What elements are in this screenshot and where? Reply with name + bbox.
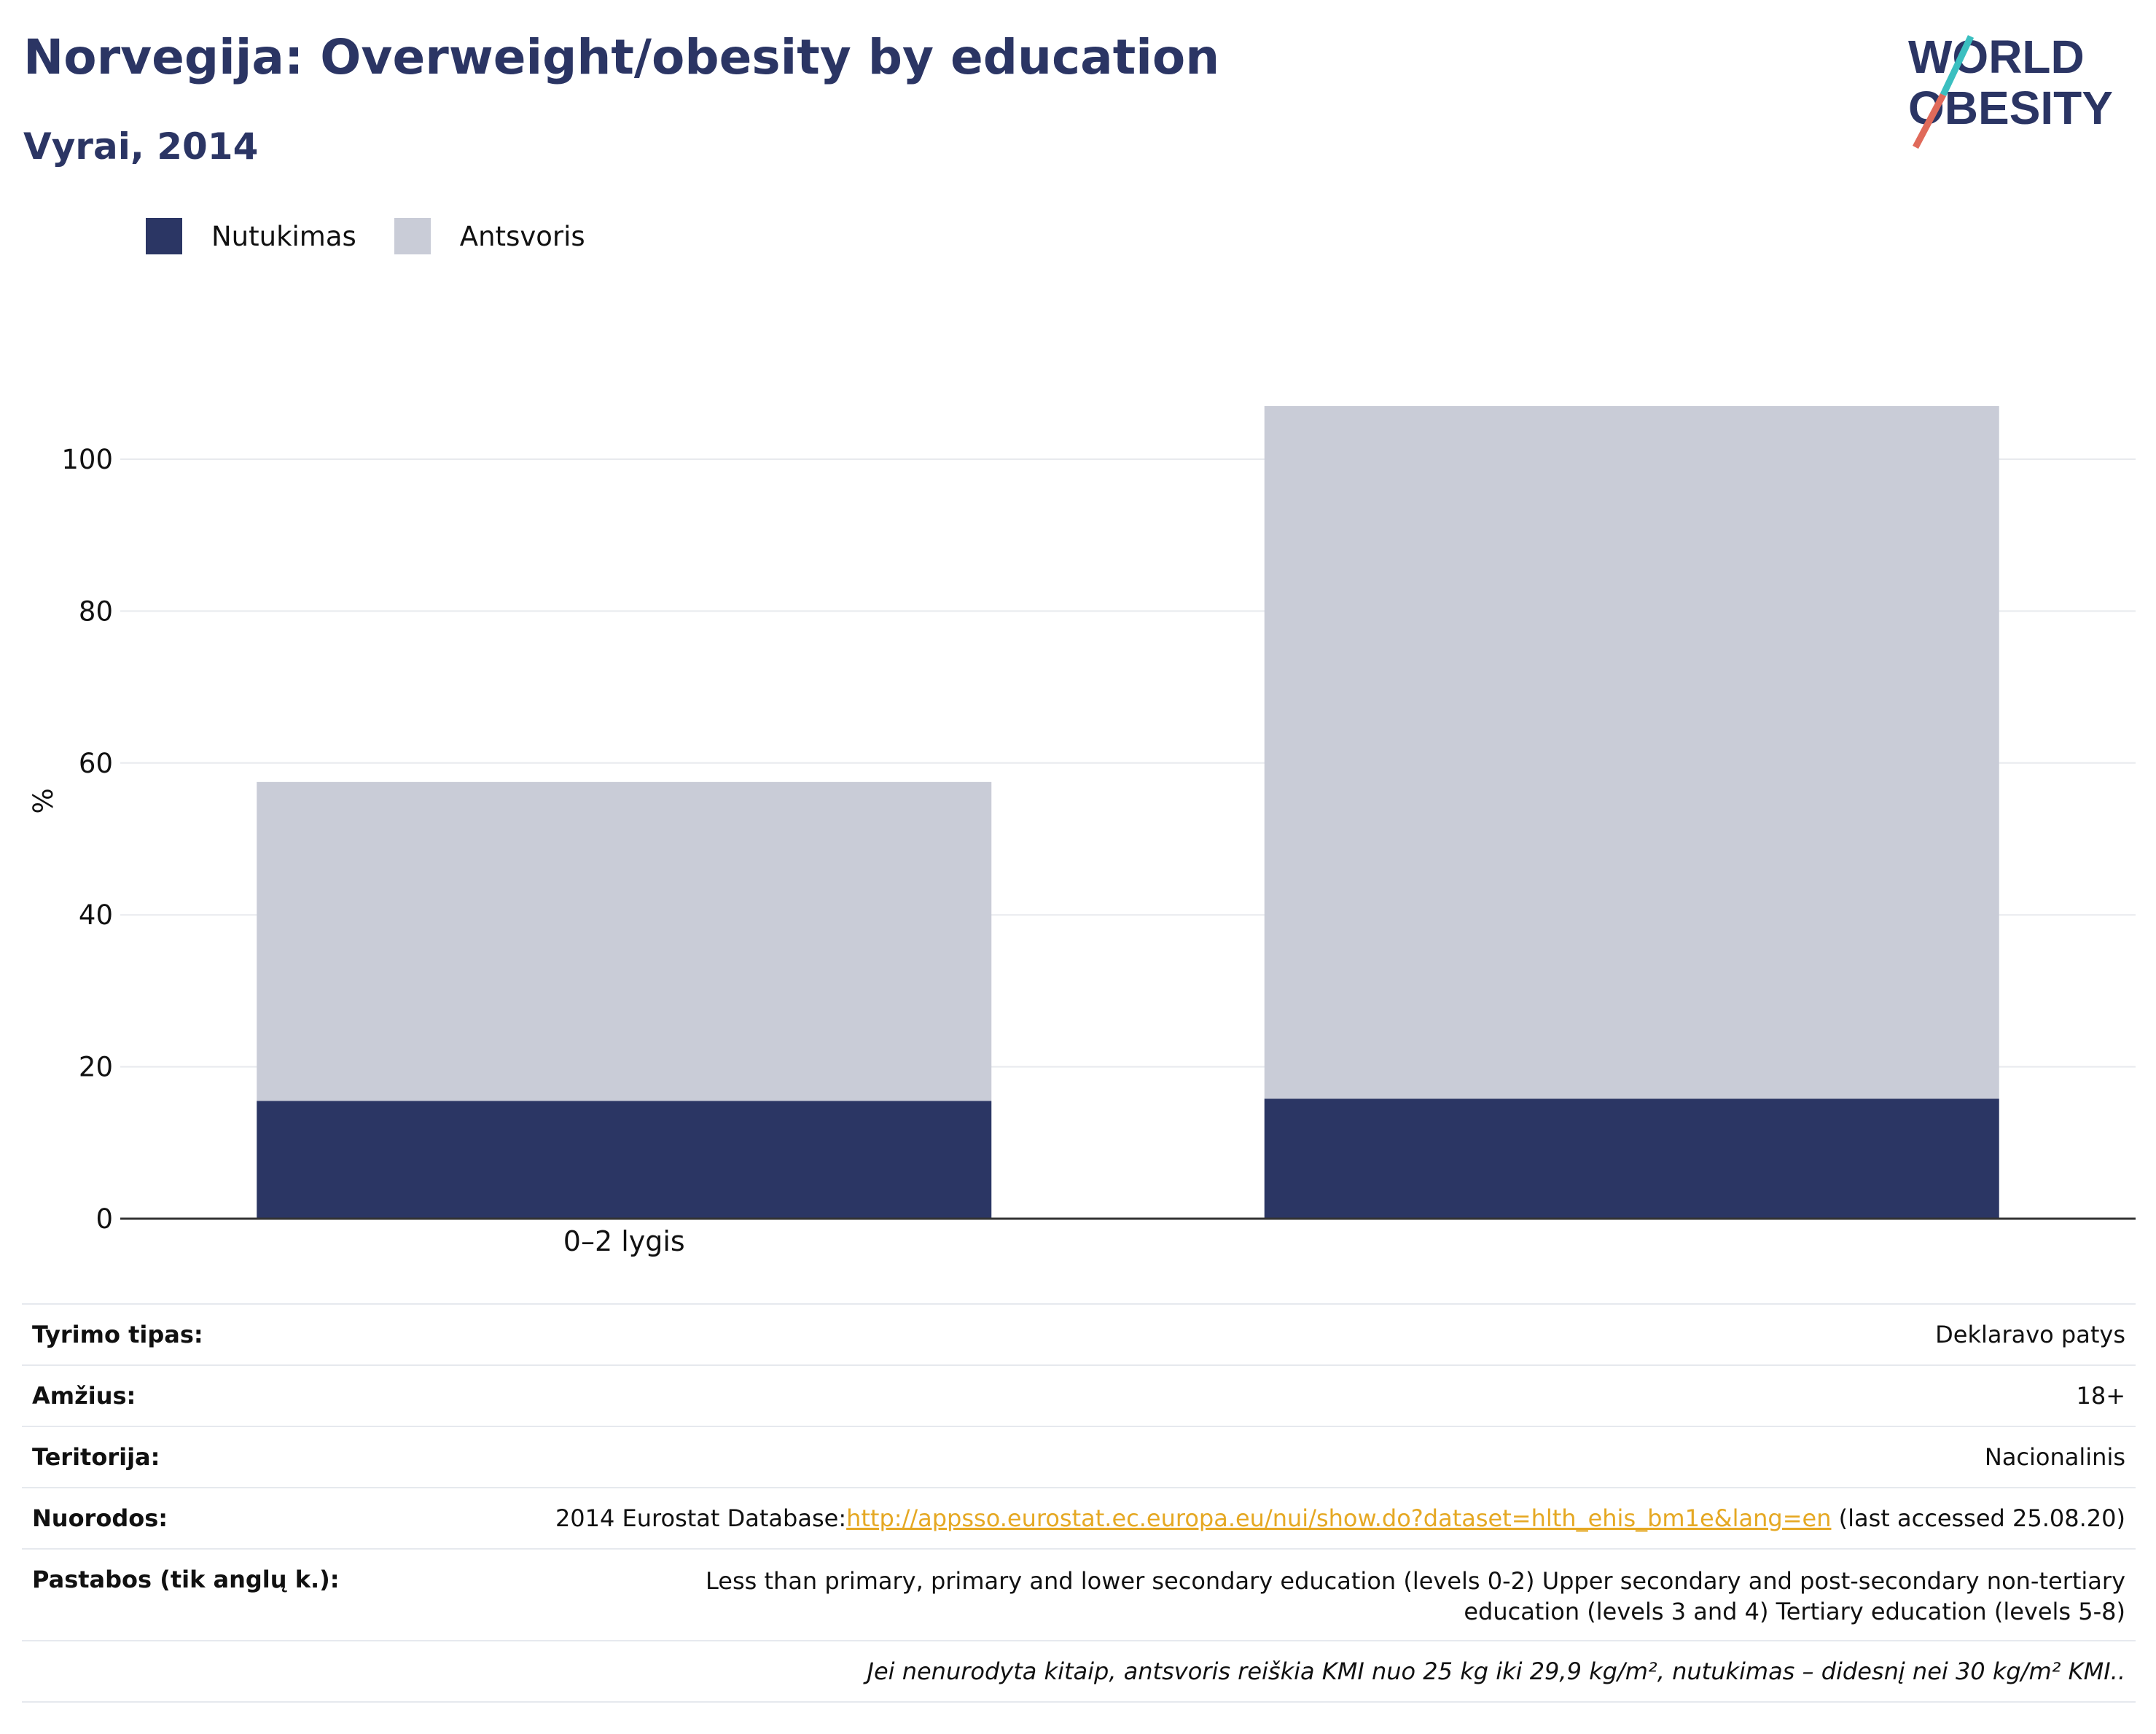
legend-label-nutukimas: Nutukimas xyxy=(211,220,356,252)
references-suffix: (last accessed 25.08.20) xyxy=(1831,1504,2125,1532)
info-value-survey: Deklaravo patys xyxy=(1935,1321,2125,1348)
info-row-territory: Teritorija: Nacionalinis xyxy=(22,1426,2136,1487)
info-label-notes: Pastabos (tik anglų k.): xyxy=(32,1566,340,1593)
bar-nutukimas xyxy=(257,1101,992,1219)
info-footnote: Jei nenurodyta kitaip, antsvoris reiškia… xyxy=(22,1640,2136,1703)
chart-title: Norvegija: Overweight/obesity by educati… xyxy=(23,29,1220,85)
info-row-age: Amžius: 18+ xyxy=(22,1364,2136,1426)
info-value-references: 2014 Eurostat Database:http://appsso.eur… xyxy=(555,1504,2125,1532)
y-tick-label: 100 xyxy=(61,444,113,475)
info-label-survey: Tyrimo tipas: xyxy=(32,1321,203,1348)
bar-antsvoris xyxy=(257,781,992,1101)
info-value-age: 18+ xyxy=(2076,1382,2125,1410)
svg-text:WORLD: WORLD xyxy=(1908,31,2085,83)
info-value-territory: Nacionalinis xyxy=(1984,1443,2125,1471)
y-tick-label: 80 xyxy=(79,595,113,627)
info-table: Tyrimo tipas: Deklaravo patys Amžius: 18… xyxy=(22,1303,2136,1703)
legend-item-antsvoris: Antsvoris xyxy=(394,218,585,254)
info-row-survey: Tyrimo tipas: Deklaravo patys xyxy=(22,1303,2136,1364)
info-label-references: Nuorodos: xyxy=(32,1504,168,1532)
references-prefix: 2014 Eurostat Database: xyxy=(555,1504,847,1532)
info-row-references: Nuorodos: 2014 Eurostat Database:http://… xyxy=(22,1487,2136,1548)
y-tick-label: 0 xyxy=(95,1203,113,1235)
bar-nutukimas xyxy=(1264,1098,1999,1219)
bar-antsvoris xyxy=(1264,406,1999,1099)
info-label-territory: Teritorija: xyxy=(32,1443,160,1471)
footnote-text: Jei nenurodyta kitaip, antsvoris reiškia… xyxy=(867,1657,2126,1685)
references-link[interactable]: http://appsso.eurostat.ec.europa.eu/nui/… xyxy=(846,1504,1832,1532)
legend-swatch-antsvoris xyxy=(394,218,431,254)
info-value-notes: Less than primary, primary and lower sec… xyxy=(706,1567,2125,1625)
info-row-notes: Pastabos (tik anglų k.): Less than prima… xyxy=(22,1548,2136,1640)
y-tick-label: 60 xyxy=(79,748,113,779)
legend-swatch-nutukimas xyxy=(146,218,182,254)
x-tick-label: 0–2 lygis xyxy=(563,1225,685,1257)
y-tick-label: 40 xyxy=(79,899,113,931)
chart-subtitle: Vyrai, 2014 xyxy=(23,125,259,168)
legend-label-antsvoris: Antsvoris xyxy=(459,220,585,252)
world-obesity-logo: WORLD OBESITY xyxy=(1908,31,2113,149)
chart-legend: Nutukimas Antsvoris xyxy=(146,216,623,257)
legend-item-nutukimas: Nutukimas xyxy=(146,218,356,254)
y-axis-label: % xyxy=(28,788,59,813)
y-tick-label: 20 xyxy=(79,1052,113,1083)
info-label-age: Amžius: xyxy=(32,1382,136,1410)
stacked-bar-chart: 0 20 40 60 80 100% 0–2 lygis xyxy=(28,406,2136,1257)
